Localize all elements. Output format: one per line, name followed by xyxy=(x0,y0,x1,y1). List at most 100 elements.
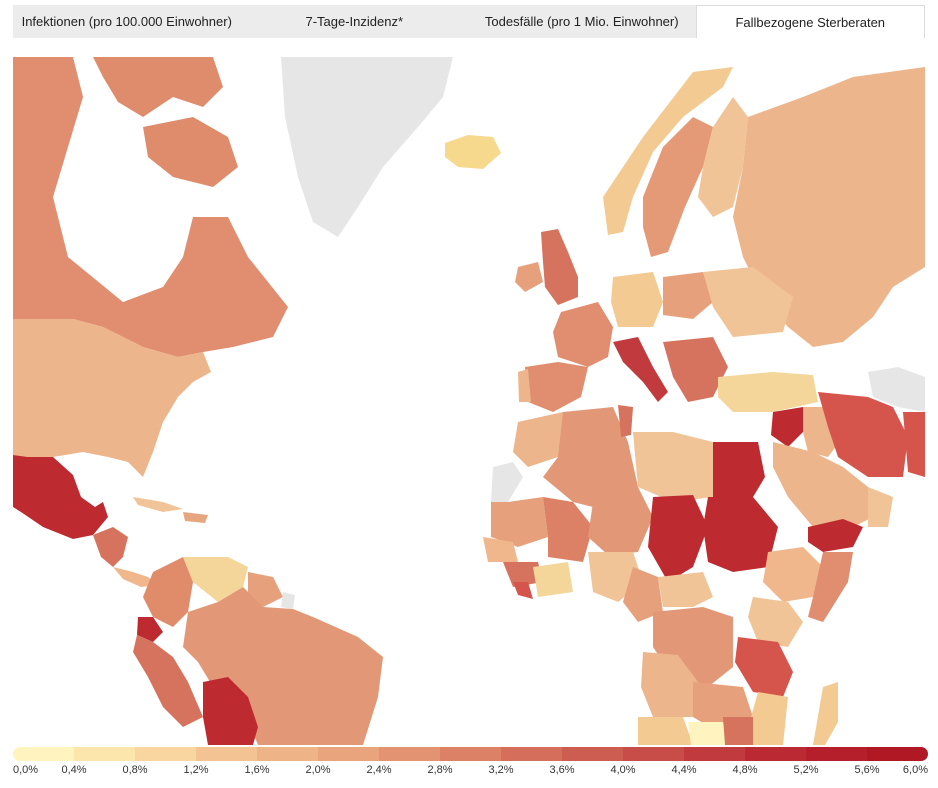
tab-bar: Infektionen (pro 100.000 Einwohner) 7-Ta… xyxy=(13,5,925,38)
region-sweden[interactable] xyxy=(643,117,713,257)
region-uk[interactable] xyxy=(541,229,578,305)
legend-color-scale xyxy=(13,747,928,761)
region-angola[interactable] xyxy=(641,652,698,717)
region-cote-divoire[interactable] xyxy=(533,562,573,597)
region-hispaniola[interactable] xyxy=(183,512,208,523)
region-italy[interactable] xyxy=(613,337,668,402)
legend-swatch-4 xyxy=(257,747,318,761)
legend-tick-label: 4,0% xyxy=(610,764,636,776)
region-germany[interactable] xyxy=(611,272,663,327)
legend-ticks: 0,0% 0,4% 0,8% 1,2% 1,6% 2,0% 2,4% 2,8% 3,2% 3,6%… xyxy=(13,764,928,780)
legend-swatch-3 xyxy=(196,747,257,761)
region-kenya[interactable] xyxy=(748,597,803,647)
region-colombia[interactable] xyxy=(143,557,193,627)
region-botswana[interactable] xyxy=(688,722,728,745)
region-hudson-bay xyxy=(71,177,158,302)
region-afghanistan[interactable] xyxy=(903,412,925,477)
region-russia[interactable] xyxy=(733,67,925,347)
region-mauritania[interactable] xyxy=(491,497,548,547)
legend-swatch-7 xyxy=(440,747,501,761)
region-saudi-arabia[interactable] xyxy=(773,442,873,532)
region-oman[interactable] xyxy=(868,487,893,527)
region-ecuador[interactable] xyxy=(137,617,163,642)
region-cameroon[interactable] xyxy=(623,567,663,622)
legend-tick-label: 0,4% xyxy=(61,764,87,776)
region-portugal[interactable] xyxy=(518,369,531,402)
legend-tick-label: 3,6% xyxy=(549,764,575,776)
region-canada-islands-2[interactable] xyxy=(143,117,238,187)
region-mozambique[interactable] xyxy=(751,692,788,745)
region-algeria[interactable] xyxy=(543,407,638,512)
region-canada-islands[interactable] xyxy=(93,57,223,117)
region-tunisia[interactable] xyxy=(618,405,633,437)
region-central-america-2[interactable] xyxy=(113,567,158,587)
region-peru[interactable] xyxy=(133,635,203,727)
region-greenland[interactable] xyxy=(281,57,453,237)
region-western-sahara[interactable] xyxy=(491,462,523,502)
legend-swatch-1 xyxy=(74,747,135,761)
legend-tick-label: 6,0% xyxy=(902,764,928,776)
region-senegal[interactable] xyxy=(483,537,518,562)
region-bolivia[interactable] xyxy=(203,677,258,745)
region-ukraine[interactable] xyxy=(703,267,793,337)
tab-7-tage-inzidenz[interactable]: 7-Tage-Inzidenz* xyxy=(240,5,468,38)
legend-tick-label: 5,6% xyxy=(854,764,880,776)
region-canada[interactable] xyxy=(13,57,288,357)
region-tanzania[interactable] xyxy=(735,637,793,697)
legend-swatch-11 xyxy=(684,747,745,761)
region-central-america[interactable] xyxy=(93,527,128,567)
region-iran[interactable] xyxy=(818,392,908,477)
legend-tick-label: 4,8% xyxy=(732,764,758,776)
legend-tick-label: 2,4% xyxy=(366,764,392,776)
tab-todesfaelle[interactable]: Todesfälle (pro 1 Mio. Einwohner) xyxy=(468,5,696,38)
region-car[interactable] xyxy=(658,572,713,607)
region-libya[interactable] xyxy=(633,432,713,502)
region-egypt[interactable] xyxy=(713,442,765,497)
region-iceland[interactable] xyxy=(445,135,501,169)
region-mali[interactable] xyxy=(543,497,593,562)
region-zimbabwe[interactable] xyxy=(723,717,753,745)
region-syria[interactable] xyxy=(771,407,808,447)
legend-swatch-5 xyxy=(318,747,379,761)
region-somalia[interactable] xyxy=(808,552,853,622)
region-liberia[interactable] xyxy=(513,582,533,599)
region-finland[interactable] xyxy=(698,97,748,217)
legend-swatch-12 xyxy=(745,747,806,761)
region-guyana[interactable] xyxy=(248,572,283,607)
legend-swatch-10 xyxy=(623,747,684,761)
region-france[interactable] xyxy=(553,302,613,367)
region-poland[interactable] xyxy=(663,272,713,319)
region-guinea[interactable] xyxy=(503,562,543,587)
region-sudan[interactable] xyxy=(703,497,778,572)
region-ireland[interactable] xyxy=(515,262,543,292)
region-venezuela[interactable] xyxy=(183,557,248,602)
region-turkey[interactable] xyxy=(718,372,818,412)
region-cuba[interactable] xyxy=(133,497,183,512)
region-french-guiana[interactable] xyxy=(281,592,295,609)
tab-fallbezogene-sterberaten[interactable]: Fallbezogene Sterberaten xyxy=(695,5,925,38)
region-madagascar[interactable] xyxy=(813,682,838,745)
region-ethiopia[interactable] xyxy=(763,547,823,602)
region-niger[interactable] xyxy=(588,487,653,555)
world-map[interactable] xyxy=(13,57,925,745)
region-morocco[interactable] xyxy=(513,412,573,467)
region-balkans[interactable] xyxy=(663,337,728,402)
legend-swatch-6 xyxy=(379,747,440,761)
region-namibia[interactable] xyxy=(638,717,693,745)
legend-swatch-9 xyxy=(562,747,623,761)
legend-swatch-2 xyxy=(135,747,196,761)
region-chad[interactable] xyxy=(648,495,708,582)
region-spain[interactable] xyxy=(525,362,588,412)
region-norway[interactable] xyxy=(603,67,733,235)
region-mexico[interactable] xyxy=(13,455,108,539)
legend-tick-label: 2,8% xyxy=(427,764,453,776)
tab-infektionen[interactable]: Infektionen (pro 100.000 Einwohner) xyxy=(13,5,241,38)
region-usa[interactable] xyxy=(13,319,211,477)
legend-tick-label: 3,2% xyxy=(488,764,514,776)
legend-tick-label: 4,4% xyxy=(671,764,697,776)
region-brazil[interactable] xyxy=(183,587,383,745)
legend-tick-label: 1,2% xyxy=(183,764,209,776)
region-yemen[interactable] xyxy=(808,519,863,552)
legend-swatch-14 xyxy=(867,747,928,761)
legend-tick-label: 2,0% xyxy=(305,764,331,776)
